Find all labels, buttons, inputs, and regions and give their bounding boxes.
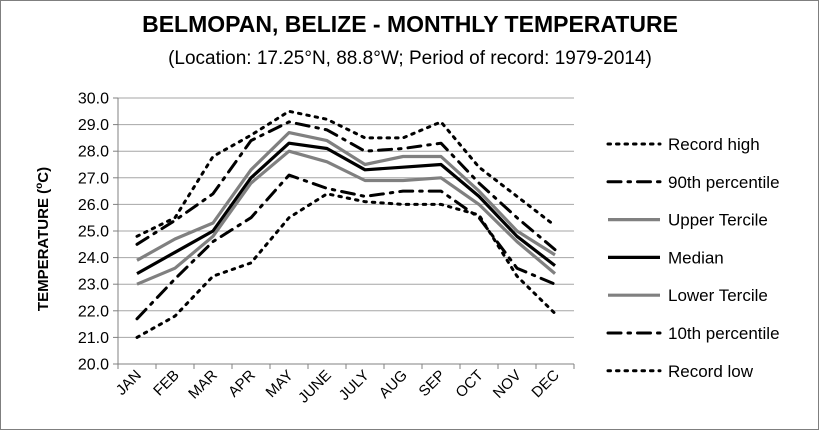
x-tick-label: MAY	[263, 367, 297, 401]
series-line-median	[136, 141, 556, 275]
x-tick-label: JAN	[113, 367, 145, 399]
series-line-record-low	[135, 192, 557, 339]
legend-label: Median	[668, 248, 724, 267]
legend-label: 10th percentile	[668, 324, 780, 343]
x-tick-label: JULY	[336, 367, 373, 404]
legend-label: Upper Tercile	[668, 211, 768, 230]
y-axis-label-degree: o	[34, 183, 45, 189]
y-axis-label: TEMPERATURE (oC)	[34, 167, 52, 311]
x-tick-label: JUNE	[295, 367, 335, 407]
x-tick-label: SEP	[416, 367, 449, 400]
y-tick-label: 26.0	[78, 197, 109, 214]
series-line-record-high	[135, 109, 557, 238]
legend-label: Record low	[668, 362, 754, 381]
series-line-90th-percentile	[135, 120, 557, 252]
x-tick-label: DEC	[528, 367, 563, 402]
y-tick-label: 30.0	[78, 91, 109, 108]
x-tick-label: AUG	[376, 367, 411, 402]
y-tick-label: 22.0	[78, 303, 109, 320]
series-lines	[135, 109, 557, 339]
y-tick-label: 21.0	[78, 330, 109, 347]
y-tick-label: 28.0	[78, 144, 109, 161]
x-tick-label: NOV	[490, 367, 525, 402]
legend-label: Lower Tercile	[668, 286, 768, 305]
x-tick-label: APR	[225, 367, 259, 401]
y-tick-label: 29.0	[78, 117, 109, 134]
legend: Record high 90th percentile Upper Tercile M…	[606, 135, 780, 381]
x-tick-label: MAR	[185, 367, 221, 403]
series-line-lower-tercile	[136, 149, 557, 286]
y-axis-label-unit: C)	[35, 167, 52, 183]
legend-label: 90th percentile	[668, 173, 780, 192]
chart-subtitle: (Location: 17.25°N, 88.8°W; Period of re…	[168, 48, 652, 69]
chart-title: BELMOPAN, BELIZE - MONTHLY TEMPERATURE	[142, 11, 678, 37]
legend-label: Record high	[668, 135, 760, 154]
series-line-upper-tercile	[136, 131, 556, 262]
x-tick-label: OCT	[452, 367, 486, 401]
y-axis-ticks: 20.0 21.0 22.0 23.0 24.0 25.0 26.0 27.0 28.0 29.0…	[78, 91, 118, 374]
x-tick-label: FEB	[150, 367, 183, 400]
y-tick-label: 23.0	[78, 277, 109, 294]
y-tick-label: 27.0	[78, 170, 109, 187]
y-tick-label: 24.0	[78, 250, 109, 267]
y-tick-label: 25.0	[78, 224, 109, 241]
y-tick-label: 20.0	[78, 357, 109, 374]
